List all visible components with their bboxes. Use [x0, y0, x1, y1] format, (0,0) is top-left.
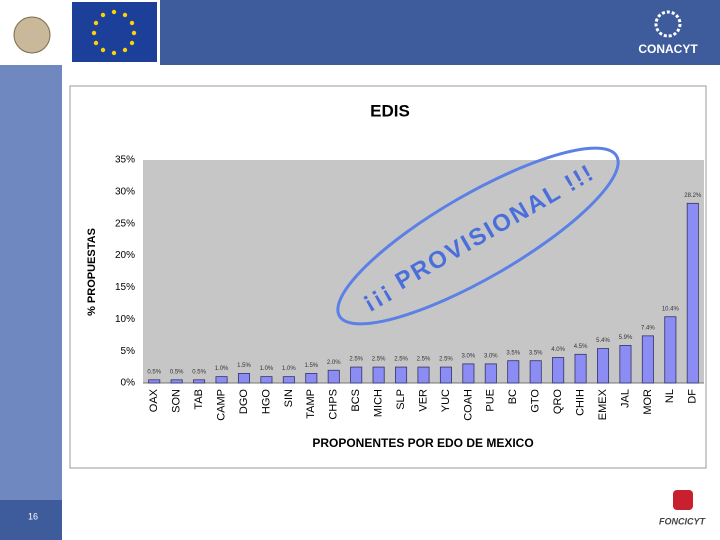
bar [170, 379, 183, 384]
y-tick-label: 15% [115, 282, 135, 293]
x-tick-label: CHIH [574, 389, 586, 416]
value-label: 3.5% [529, 350, 543, 356]
conacyt-mark [654, 10, 682, 38]
left-stripe [0, 0, 62, 540]
value-label: 2.5% [439, 357, 453, 363]
bar [529, 360, 542, 384]
x-tick-label: HGO [260, 389, 272, 415]
bar [686, 202, 699, 384]
stamp-ellipse [336, 146, 620, 326]
value-label: 4.5% [574, 344, 588, 350]
x-tick-label: YUC [440, 389, 452, 412]
x-tick-label: SON [171, 389, 183, 413]
left-stripe-foot [0, 500, 62, 540]
value-label: 10.4% [662, 306, 680, 312]
x-axis-title: PROPONENTES POR EDO DE MEXICO [312, 436, 533, 450]
bar [439, 366, 452, 384]
bar [215, 376, 228, 384]
bar [282, 376, 295, 384]
bar [462, 363, 475, 384]
y-tick-label: 10% [115, 314, 135, 325]
value-label: 0.5% [147, 369, 161, 375]
foncicyt-logo: FONCICYT [659, 516, 707, 526]
plot-area [143, 160, 704, 383]
eu-stars [91, 9, 137, 56]
y-axis-title: % PROPUESTAS [86, 228, 98, 316]
bar [395, 366, 408, 384]
x-tick-label: OAX [148, 388, 160, 412]
x-tick-label: BC [507, 389, 519, 404]
value-label: 1.0% [215, 366, 229, 372]
value-label: 0.5% [170, 369, 184, 375]
conacyt-logo: CONACYT [638, 42, 698, 56]
x-tick-label: EMEX [597, 388, 609, 420]
x-tick-label: PUE [485, 389, 497, 412]
y-tick-label: 0% [121, 378, 136, 389]
x-tick-label: MOR [642, 389, 654, 415]
bar [597, 348, 610, 384]
bar [350, 366, 363, 384]
bar [664, 316, 677, 384]
chart-title: EDIS [370, 101, 410, 120]
value-label: 3.0% [484, 353, 498, 359]
x-tick-label: DGO [238, 389, 250, 415]
bar [574, 353, 587, 384]
y-tick-label: 30% [115, 186, 135, 197]
value-label: 0.5% [192, 369, 206, 375]
bar [327, 369, 340, 384]
bar [193, 379, 206, 384]
x-tick-label: DF [687, 389, 699, 404]
bar [305, 373, 318, 384]
x-tick-label: SLP [395, 389, 407, 410]
y-tick-label: 20% [115, 250, 135, 261]
x-tick-label: SIN [283, 389, 295, 407]
value-label: 1.0% [282, 366, 296, 372]
value-label: 28.2% [684, 193, 702, 199]
x-tick-label: TAMP [305, 389, 317, 419]
value-label: 1.5% [304, 363, 318, 369]
value-label: 2.0% [327, 360, 341, 366]
y-tick-label: 35% [115, 155, 135, 166]
x-tick-label: QRO [552, 389, 564, 415]
bar [148, 379, 161, 384]
value-label: 2.5% [394, 357, 408, 363]
x-tick-label: JAL [619, 389, 631, 408]
mexico-seal [13, 16, 51, 54]
bar [552, 357, 565, 384]
value-label: 5.4% [596, 338, 610, 344]
x-tick-label: VER [417, 389, 429, 412]
value-label: 1.5% [237, 363, 251, 369]
y-tick-label: 5% [121, 346, 136, 357]
x-tick-label: MICH [373, 389, 385, 417]
bar [237, 373, 250, 384]
x-tick-label: CHPS [328, 389, 340, 420]
bottom-band [62, 500, 720, 540]
bar [507, 360, 520, 384]
value-label: 2.5% [417, 357, 431, 363]
x-tick-label: CAMP [215, 389, 227, 421]
value-label: 2.5% [349, 357, 363, 363]
x-tick-label: COAH [462, 389, 474, 421]
value-label: 3.5% [506, 350, 520, 356]
value-label: 2.5% [372, 357, 386, 363]
value-label: 5.9% [619, 335, 633, 341]
value-label: 7.4% [641, 325, 655, 331]
x-tick-label: BCS [350, 389, 362, 412]
foncicyt-mark [673, 490, 693, 510]
x-tick-label: TAB [193, 389, 205, 410]
page-number: 16 [28, 511, 38, 521]
bar [372, 366, 385, 384]
bar [417, 366, 430, 384]
x-tick-label: GTO [530, 389, 542, 413]
bar [260, 376, 273, 384]
value-label: 3.0% [462, 353, 476, 359]
x-tick-label: NL [664, 389, 676, 403]
bar [641, 335, 654, 384]
value-label: 4.0% [551, 347, 565, 353]
bar [484, 363, 497, 384]
value-label: 1.0% [260, 366, 274, 372]
bar [619, 345, 632, 384]
y-tick-label: 25% [115, 218, 135, 229]
